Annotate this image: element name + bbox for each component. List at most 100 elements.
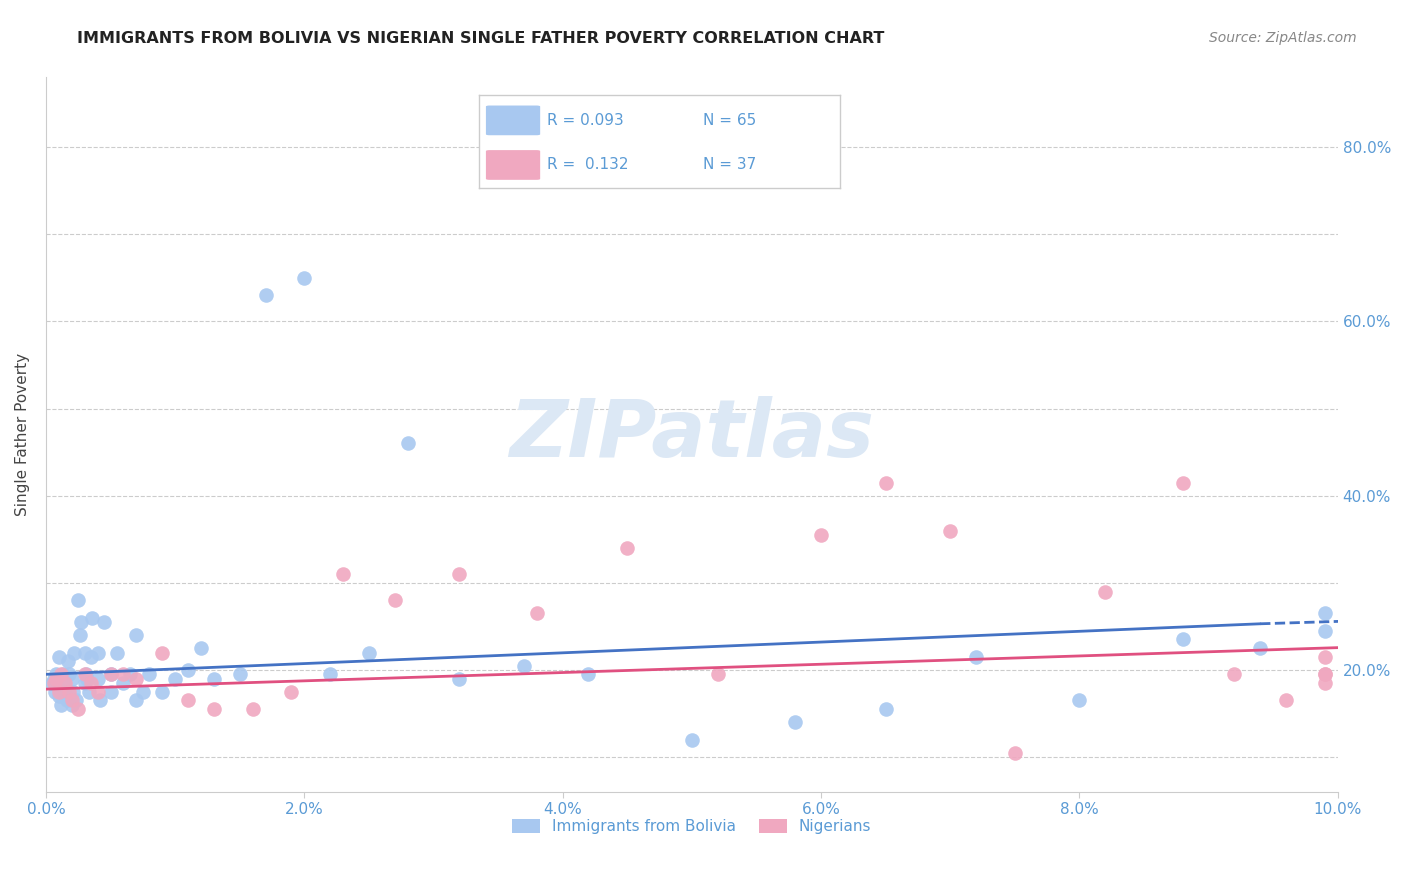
Point <box>449 672 471 686</box>
Point <box>202 672 225 686</box>
Text: Source: ZipAtlas.com: Source: ZipAtlas.com <box>1209 31 1357 45</box>
Y-axis label: Single Father Poverty: Single Father Poverty <box>15 353 30 516</box>
Point <box>357 646 380 660</box>
Point <box>118 667 141 681</box>
Point <box>202 702 225 716</box>
Point <box>42 672 65 686</box>
Point <box>190 641 212 656</box>
Point <box>80 649 103 664</box>
Point <box>810 528 832 542</box>
Point <box>513 658 536 673</box>
Point <box>100 667 122 681</box>
Point <box>65 693 87 707</box>
Point <box>165 672 187 686</box>
Point <box>112 676 135 690</box>
Point <box>706 667 728 681</box>
Point <box>1094 584 1116 599</box>
Point <box>125 693 148 707</box>
Point <box>875 702 897 716</box>
Point <box>45 672 67 686</box>
Point <box>86 685 108 699</box>
Point <box>280 685 302 699</box>
Point <box>73 667 96 681</box>
Point <box>1313 667 1336 681</box>
Point <box>48 649 70 664</box>
Point <box>125 628 148 642</box>
Point <box>965 649 987 664</box>
Point <box>51 667 73 681</box>
Legend: Immigrants from Bolivia, Nigerians: Immigrants from Bolivia, Nigerians <box>512 819 872 834</box>
Point <box>62 685 84 699</box>
Point <box>292 270 315 285</box>
Point <box>616 541 638 555</box>
Point <box>56 654 79 668</box>
Point <box>41 676 63 690</box>
Point <box>58 685 80 699</box>
Text: ZIPatlas: ZIPatlas <box>509 396 875 474</box>
Point <box>60 672 83 686</box>
Text: IMMIGRANTS FROM BOLIVIA VS NIGERIAN SINGLE FATHER POVERTY CORRELATION CHART: IMMIGRANTS FROM BOLIVIA VS NIGERIAN SING… <box>77 31 884 46</box>
Point <box>578 667 600 681</box>
Point <box>73 676 96 690</box>
Point <box>53 676 76 690</box>
Point <box>42 676 65 690</box>
Point <box>60 698 83 712</box>
Point <box>53 685 76 699</box>
Point <box>132 685 155 699</box>
Point <box>681 732 703 747</box>
Point <box>70 615 93 629</box>
Point <box>55 693 77 707</box>
Point <box>1249 641 1271 656</box>
Point <box>1313 676 1336 690</box>
Point <box>100 667 122 681</box>
Point <box>45 667 67 681</box>
Point <box>1313 667 1336 681</box>
Point <box>125 672 148 686</box>
Point <box>384 593 406 607</box>
Point <box>60 693 83 707</box>
Point <box>73 646 96 660</box>
Point <box>76 672 98 686</box>
Point <box>1004 746 1026 760</box>
Point <box>89 693 111 707</box>
Point <box>1313 624 1336 638</box>
Point <box>396 436 419 450</box>
Point <box>150 685 173 699</box>
Point <box>1313 649 1336 664</box>
Point <box>69 628 91 642</box>
Point <box>939 524 962 538</box>
Point <box>1171 632 1194 647</box>
Point <box>332 567 354 582</box>
Point <box>53 676 76 690</box>
Point <box>93 615 115 629</box>
Point <box>77 685 100 699</box>
Point <box>449 567 471 582</box>
Point <box>112 667 135 681</box>
Point <box>46 681 69 695</box>
Point <box>80 676 103 690</box>
Point <box>177 693 200 707</box>
Point <box>67 702 90 716</box>
Point <box>1069 693 1091 707</box>
Point <box>75 667 97 681</box>
Point <box>100 685 122 699</box>
Point <box>105 646 128 660</box>
Point <box>785 715 807 730</box>
Point <box>1313 607 1336 621</box>
Point <box>875 475 897 490</box>
Point <box>58 667 80 681</box>
Point <box>150 646 173 660</box>
Point <box>138 667 160 681</box>
Point <box>86 672 108 686</box>
Point <box>67 593 90 607</box>
Point <box>51 698 73 712</box>
Point <box>228 667 250 681</box>
Point <box>52 667 75 681</box>
Point <box>44 685 66 699</box>
Point <box>86 646 108 660</box>
Point <box>177 663 200 677</box>
Point <box>1171 475 1194 490</box>
Point <box>82 610 104 624</box>
Point <box>1223 667 1246 681</box>
Point <box>48 685 70 699</box>
